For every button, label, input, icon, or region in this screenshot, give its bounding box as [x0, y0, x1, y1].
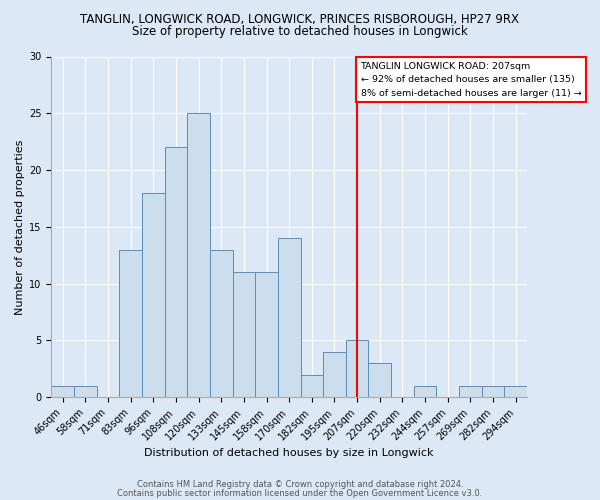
Text: TANGLIN LONGWICK ROAD: 207sqm
← 92% of detached houses are smaller (135)
8% of s: TANGLIN LONGWICK ROAD: 207sqm ← 92% of d… [361, 62, 581, 98]
Bar [278, 238, 301, 397]
Bar [459, 386, 482, 397]
Bar [301, 374, 323, 397]
Bar [164, 148, 187, 397]
Bar [119, 250, 142, 397]
Text: Contains HM Land Registry data © Crown copyright and database right 2024.: Contains HM Land Registry data © Crown c… [137, 480, 463, 489]
Bar [482, 386, 505, 397]
X-axis label: Distribution of detached houses by size in Longwick: Distribution of detached houses by size … [145, 448, 434, 458]
Bar [346, 340, 368, 397]
Bar [210, 250, 233, 397]
Bar [74, 386, 97, 397]
Text: TANGLIN, LONGWICK ROAD, LONGWICK, PRINCES RISBOROUGH, HP27 9RX: TANGLIN, LONGWICK ROAD, LONGWICK, PRINCE… [80, 12, 520, 26]
Bar [52, 386, 74, 397]
Text: Size of property relative to detached houses in Longwick: Size of property relative to detached ho… [132, 25, 468, 38]
Bar [323, 352, 346, 397]
Text: Contains public sector information licensed under the Open Government Licence v3: Contains public sector information licen… [118, 489, 482, 498]
Bar [414, 386, 436, 397]
Bar [505, 386, 527, 397]
Bar [187, 114, 210, 397]
Bar [368, 363, 391, 397]
Bar [142, 193, 164, 397]
Bar [233, 272, 255, 397]
Y-axis label: Number of detached properties: Number of detached properties [15, 139, 25, 314]
Bar [255, 272, 278, 397]
